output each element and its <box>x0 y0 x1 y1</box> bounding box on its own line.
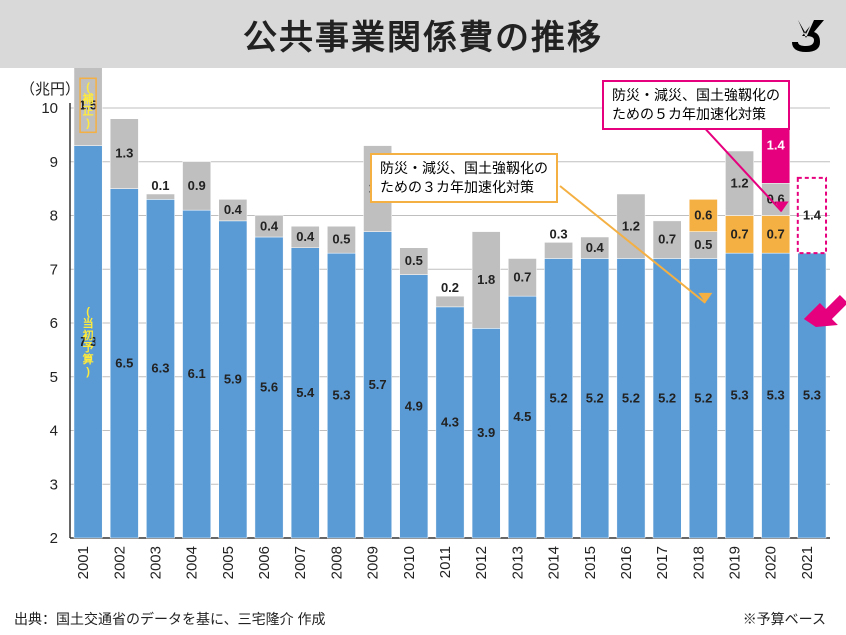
callout-orange: 防災・減災、国土強靱化の ための３カ年加速化対策 <box>370 153 558 203</box>
chart-title: 公共事業関係費の推移 <box>243 10 603 59</box>
svg-text:5.9: 5.9 <box>224 371 242 386</box>
svg-text:5.6: 5.6 <box>260 380 278 395</box>
svg-text:0.5: 0.5 <box>332 232 350 247</box>
title-bar: 公共事業関係費の推移 <box>0 0 846 68</box>
x-axis-label: 2020 <box>763 546 780 579</box>
x-axis-label: 2006 <box>256 546 273 579</box>
svg-text:5.3: 5.3 <box>730 388 748 403</box>
x-axis-label: 2021 <box>799 546 816 579</box>
svg-text:0.7: 0.7 <box>658 232 676 247</box>
x-axis-label: 2018 <box>690 546 707 579</box>
svg-text:5.2: 5.2 <box>694 390 712 405</box>
x-axis-label: 2004 <box>184 546 201 579</box>
svg-text:8: 8 <box>50 208 58 225</box>
x-axis-label: 2005 <box>220 546 237 579</box>
svg-text:1.3: 1.3 <box>115 146 133 161</box>
chart-frame: 公共事業関係費の推移 （兆円） 23456789107.31.52001(補正)… <box>0 0 846 635</box>
svg-text:0.5: 0.5 <box>694 237 712 252</box>
svg-text:): ) <box>86 366 90 378</box>
svg-text:7: 7 <box>50 261 58 278</box>
svg-text:1.8: 1.8 <box>477 272 495 287</box>
callout-orange-line1: 防災・減災、国土強靱化の <box>380 160 548 176</box>
svg-text:(: ( <box>86 81 90 93</box>
svg-text:1.4: 1.4 <box>803 208 822 223</box>
svg-text:0.4: 0.4 <box>296 229 315 244</box>
svg-text:4.5: 4.5 <box>513 409 531 424</box>
svg-text:0.2: 0.2 <box>441 280 459 295</box>
svg-text:9: 9 <box>50 154 58 171</box>
chart-svg: 23456789107.31.52001(補正)(当初予算)6.51.32002… <box>0 68 846 588</box>
x-axis-label: 2012 <box>473 546 490 579</box>
x-axis-label: 2017 <box>654 546 671 579</box>
svg-text:0.7: 0.7 <box>513 269 531 284</box>
svg-text:1.4: 1.4 <box>767 138 786 153</box>
x-axis-label: 2002 <box>111 546 128 579</box>
x-axis-label: 2003 <box>147 546 164 579</box>
svg-text:6: 6 <box>50 315 58 332</box>
svg-text:6.5: 6.5 <box>115 355 133 370</box>
svg-text:5.3: 5.3 <box>767 388 785 403</box>
svg-text:0.6: 0.6 <box>694 208 712 223</box>
svg-text:0.4: 0.4 <box>260 218 279 233</box>
svg-text:): ) <box>86 117 90 129</box>
svg-text:初: 初 <box>83 328 94 342</box>
svg-text:2: 2 <box>50 530 58 547</box>
svg-text:1.2: 1.2 <box>622 218 640 233</box>
x-axis-label: 2014 <box>546 546 563 579</box>
x-axis-label: 2019 <box>727 546 744 579</box>
callout-pink-line2: ための５カ年加速化対策 <box>612 106 766 122</box>
svg-text:5.2: 5.2 <box>658 390 676 405</box>
source-text: 出典：国土交通省のデータを基に、三宅隆介 作成 <box>14 609 325 629</box>
svg-text:0.4: 0.4 <box>224 202 243 217</box>
svg-text:5.2: 5.2 <box>550 390 568 405</box>
svg-text:10: 10 <box>41 100 58 117</box>
x-axis-label: 2011 <box>437 546 454 578</box>
svg-text:予: 予 <box>83 341 94 354</box>
callout-orange-line2: ための３カ年加速化対策 <box>380 179 534 195</box>
svg-text:5.3: 5.3 <box>332 388 350 403</box>
svg-text:5: 5 <box>50 369 58 386</box>
svg-text:3.9: 3.9 <box>477 425 495 440</box>
chart-area: 23456789107.31.52001(補正)(当初予算)6.51.32002… <box>0 68 846 635</box>
svg-text:0.5: 0.5 <box>405 253 423 268</box>
logo-icon <box>784 12 828 56</box>
svg-text:0.7: 0.7 <box>767 226 785 241</box>
svg-text:5.7: 5.7 <box>369 377 387 392</box>
x-axis-label: 2008 <box>328 546 345 579</box>
svg-text:当: 当 <box>83 316 94 330</box>
x-axis-label: 2013 <box>509 546 526 579</box>
svg-text:5.4: 5.4 <box>296 385 315 400</box>
svg-text:4: 4 <box>50 423 58 440</box>
callout-pink: 防災・減災、国土強靱化の ための５カ年加速化対策 <box>602 80 790 130</box>
x-axis-label: 2016 <box>618 546 635 579</box>
svg-text:補: 補 <box>82 91 94 105</box>
svg-text:(: ( <box>86 306 90 318</box>
svg-text:0.7: 0.7 <box>730 226 748 241</box>
bar-segment <box>146 194 174 199</box>
svg-text:6.3: 6.3 <box>151 361 169 376</box>
x-axis-label: 2015 <box>582 546 599 579</box>
x-axis-label: 2001 <box>75 546 92 579</box>
x-axis-label: 2010 <box>401 546 418 579</box>
bar-segment <box>436 296 464 307</box>
svg-text:3: 3 <box>50 476 58 493</box>
bar-segment <box>544 242 572 258</box>
x-axis-label: 2009 <box>365 546 382 579</box>
svg-text:0.1: 0.1 <box>151 178 169 193</box>
callout-pink-line1: 防災・減災、国土強靱化の <box>612 87 780 103</box>
svg-text:0.3: 0.3 <box>550 226 568 241</box>
svg-text:5.2: 5.2 <box>622 390 640 405</box>
svg-text:5.3: 5.3 <box>803 388 821 403</box>
x-axis-label: 2007 <box>292 546 309 579</box>
svg-text:正: 正 <box>83 104 94 117</box>
svg-text:6.1: 6.1 <box>188 366 206 381</box>
svg-text:4.3: 4.3 <box>441 414 459 429</box>
svg-text:0.4: 0.4 <box>586 240 605 255</box>
svg-text:5.2: 5.2 <box>586 390 604 405</box>
svg-text:算: 算 <box>82 352 94 366</box>
svg-text:1.2: 1.2 <box>730 175 748 190</box>
svg-text:4.9: 4.9 <box>405 398 423 413</box>
svg-text:0.9: 0.9 <box>188 178 206 193</box>
budget-note: ※予算ベース <box>743 609 826 629</box>
